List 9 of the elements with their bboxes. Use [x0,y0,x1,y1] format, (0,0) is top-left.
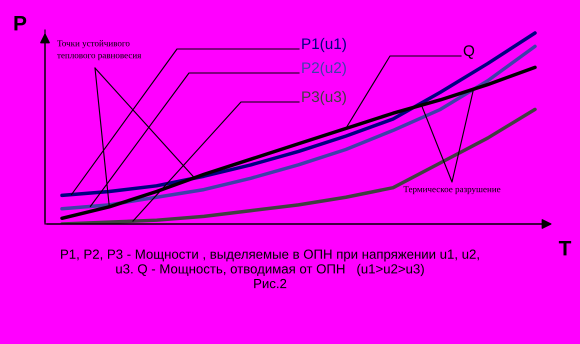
annotation: Термическое разрушение [404,186,500,194]
series-label: Q [464,45,474,59]
y-axis-title: P [14,16,26,30]
annotation: Точки устойчивого теплового равновесия [57,40,142,60]
text: P1, P2, P3 - Мощности , выделяемые в ОПН при напряжении u1, u2, u3. Q - Мощность, отводимая от ОПН (u1>u2>u3) Рис.2 [61,250,479,288]
text: P3(u3) [302,90,346,106]
text: P2(u2) [302,62,346,76]
x-axis-title: T [558,241,572,256]
text: P1(u1) [302,38,346,52]
